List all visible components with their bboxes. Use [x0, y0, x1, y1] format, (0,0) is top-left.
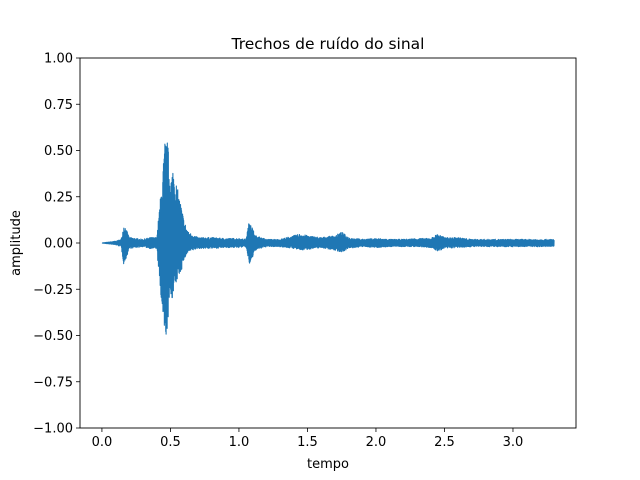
x-tick-label: 3.0 — [503, 435, 524, 450]
x-tick-label: 0.5 — [160, 435, 181, 450]
x-tick-label: 0.0 — [92, 435, 113, 450]
x-tick-label: 1.0 — [229, 435, 250, 450]
y-tick-label: 0.25 — [44, 190, 73, 205]
x-tick-label: 2.5 — [434, 435, 455, 450]
x-axis: 0.0 0.5 1.0 1.5 2.0 2.5 3.0 — [92, 428, 524, 450]
y-tick-label: −0.25 — [33, 283, 73, 298]
waveform-line — [101, 142, 555, 335]
y-tick-label: −1.00 — [33, 422, 73, 437]
y-tick-label: 1.00 — [44, 52, 73, 67]
x-tick-label: 2.0 — [366, 435, 387, 450]
y-tick-label: −0.75 — [33, 375, 73, 390]
y-axis-label: amplitude — [9, 210, 24, 276]
y-tick-label: 0.00 — [44, 237, 73, 252]
y-tick-label: 0.50 — [44, 144, 73, 159]
waveform-series — [101, 142, 555, 335]
y-axis: 1.00 0.75 0.50 0.25 0.00 −0.25 −0.50 −0.75 −1.00 — [33, 52, 80, 437]
x-tick-label: 1.5 — [297, 435, 318, 450]
x-axis-label: tempo — [307, 457, 349, 472]
y-tick-label: −0.50 — [33, 329, 73, 344]
y-tick-label: 0.75 — [44, 98, 73, 113]
chart-title: Trechos de ruído do sinal — [231, 35, 425, 53]
